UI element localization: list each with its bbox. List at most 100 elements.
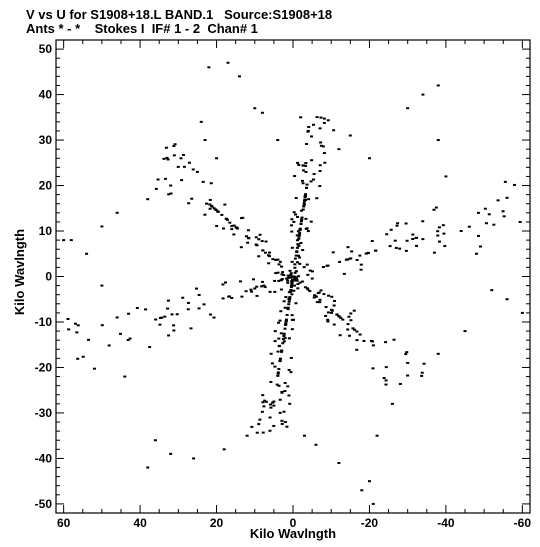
uv-point bbox=[282, 335, 286, 338]
uv-point bbox=[385, 233, 389, 236]
uv-point bbox=[297, 235, 301, 238]
uv-point bbox=[478, 245, 482, 248]
uv-point bbox=[337, 461, 341, 464]
uv-point bbox=[246, 241, 250, 244]
uv-point bbox=[463, 330, 467, 333]
uv-point bbox=[304, 162, 308, 165]
uv-point bbox=[290, 246, 294, 249]
uv-point bbox=[272, 424, 276, 427]
uv-point bbox=[240, 217, 244, 220]
uv-point bbox=[319, 116, 323, 119]
uv-point bbox=[291, 278, 295, 281]
uv-point bbox=[384, 379, 388, 382]
uv-point bbox=[390, 402, 394, 405]
y-tick-label: 0 bbox=[45, 270, 52, 284]
uv-point bbox=[421, 238, 425, 241]
uv-point bbox=[73, 322, 77, 325]
uv-point bbox=[172, 154, 176, 157]
uv-point bbox=[253, 107, 257, 110]
uv-point bbox=[312, 173, 316, 176]
uv-point bbox=[250, 290, 254, 293]
y-tick-label: -40 bbox=[35, 451, 53, 465]
uv-point bbox=[92, 367, 96, 370]
uv-point bbox=[318, 301, 322, 304]
uv-point bbox=[324, 306, 328, 309]
uv-point bbox=[288, 296, 292, 299]
uv-point bbox=[367, 157, 371, 160]
uv-point bbox=[164, 146, 168, 149]
uv-point bbox=[286, 281, 290, 284]
uv-point bbox=[395, 224, 399, 227]
uv-point bbox=[293, 271, 297, 274]
uv-point bbox=[487, 213, 491, 216]
x-tick-label: -20 bbox=[361, 516, 379, 530]
uv-point bbox=[276, 371, 280, 374]
uv-point bbox=[279, 279, 283, 282]
uv-point bbox=[273, 290, 277, 293]
uv-point bbox=[279, 332, 283, 335]
y-tick-label: 30 bbox=[39, 133, 53, 147]
uv-point bbox=[300, 179, 304, 182]
uv-point bbox=[279, 288, 283, 291]
uv-point bbox=[286, 385, 290, 388]
uv-point bbox=[310, 159, 314, 162]
uv-point bbox=[282, 340, 286, 343]
uv-point bbox=[520, 311, 524, 314]
uv-point bbox=[314, 443, 318, 446]
uv-point bbox=[277, 384, 281, 387]
uv-point bbox=[154, 318, 158, 321]
uv-point bbox=[306, 288, 310, 291]
uv-point bbox=[296, 283, 300, 286]
uv-point bbox=[319, 289, 323, 292]
uv-point bbox=[384, 366, 388, 369]
uv-point bbox=[289, 289, 293, 292]
uv-point bbox=[286, 274, 290, 277]
uv-point bbox=[322, 293, 326, 296]
uv-point bbox=[187, 301, 191, 304]
uv-point bbox=[278, 359, 282, 362]
uv-point bbox=[158, 316, 162, 319]
uv-point bbox=[289, 273, 293, 276]
x-tick-label: 60 bbox=[57, 516, 71, 530]
uv-point bbox=[309, 220, 313, 223]
uv-point bbox=[341, 318, 345, 321]
uv-point bbox=[299, 220, 303, 223]
uv-point bbox=[277, 368, 281, 371]
uv-point bbox=[208, 198, 212, 201]
uv-point bbox=[300, 216, 304, 219]
uv-point bbox=[269, 352, 273, 355]
uv-point bbox=[297, 237, 301, 240]
uv-point bbox=[312, 296, 316, 299]
uv-point bbox=[135, 307, 139, 310]
uv-point bbox=[173, 143, 177, 146]
uv-point bbox=[187, 161, 191, 164]
uv-point bbox=[406, 374, 410, 377]
uv-point bbox=[389, 228, 393, 231]
uv-point bbox=[358, 333, 362, 336]
uv-point bbox=[166, 307, 170, 310]
uv-point bbox=[263, 286, 267, 289]
uv-point bbox=[432, 208, 436, 211]
uv-point bbox=[230, 296, 234, 299]
x-axis-label: Kilo Wavlngth bbox=[250, 526, 336, 541]
uv-point bbox=[290, 314, 294, 317]
uv-point bbox=[162, 157, 166, 160]
uv-point bbox=[366, 251, 370, 254]
uv-point bbox=[286, 306, 290, 309]
uv-point bbox=[483, 207, 487, 210]
uv-point bbox=[221, 283, 225, 286]
uv-point bbox=[126, 338, 130, 341]
uv-point bbox=[192, 457, 196, 460]
uv-point bbox=[271, 258, 275, 261]
uv-point bbox=[276, 258, 280, 261]
uv-point bbox=[289, 371, 293, 374]
uv-point bbox=[222, 448, 226, 451]
uv-point bbox=[273, 330, 277, 333]
uv-point bbox=[87, 338, 91, 341]
uv-point bbox=[264, 240, 268, 243]
x-tick-label: -40 bbox=[437, 516, 455, 530]
uv-point bbox=[405, 351, 409, 354]
uv-point bbox=[190, 197, 194, 200]
uv-point bbox=[375, 434, 379, 437]
uv-point bbox=[209, 313, 213, 316]
